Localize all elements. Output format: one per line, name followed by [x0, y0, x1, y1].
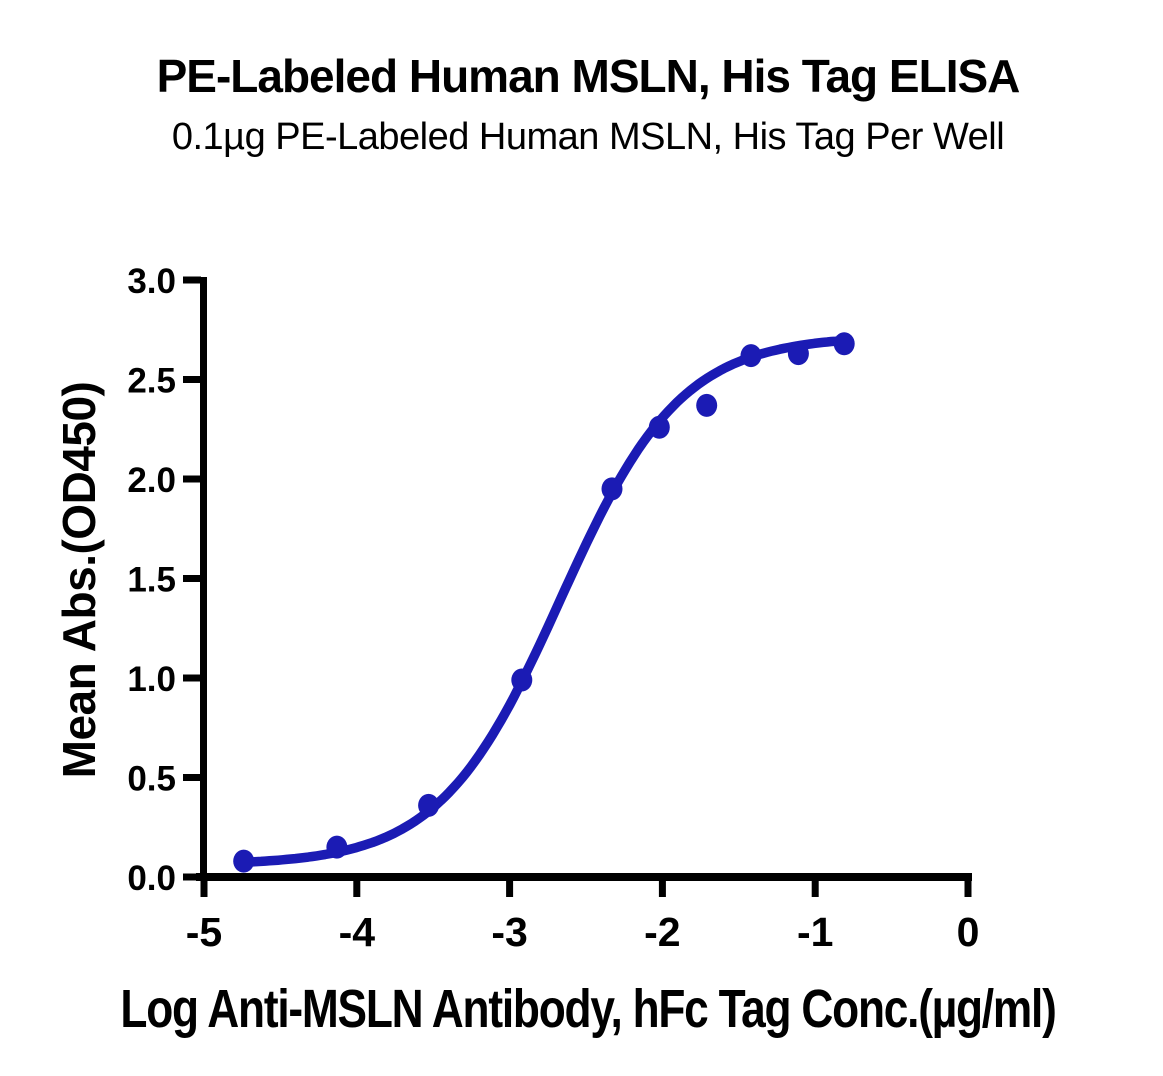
y-axis-tick	[183, 674, 201, 682]
x-axis-title: Log Anti-MSLN Antibody, hFc Tag Conc.(µg…	[120, 979, 1055, 1039]
x-tick-label: -1	[797, 909, 833, 955]
x-axis-line	[196, 873, 972, 881]
x-tick-label: 0	[957, 909, 980, 955]
x-axis-tick	[811, 877, 819, 897]
data-point	[696, 393, 718, 417]
x-axis-tick	[200, 877, 208, 897]
y-tick-label: 0.0	[127, 859, 176, 898]
fit-curve	[238, 335, 849, 868]
chart-title: PE-Labeled Human MSLN, His Tag ELISA	[157, 50, 1020, 102]
y-axis-tick	[183, 575, 201, 582]
data-point	[233, 849, 255, 873]
y-axis-tick	[183, 276, 201, 284]
y-tick-label: 1.5	[127, 561, 176, 600]
x-tick-label: -5	[186, 909, 222, 955]
x-axis-tick	[658, 877, 666, 897]
y-tick-label: 0.5	[127, 760, 176, 799]
data-point	[418, 793, 440, 817]
x-tick-label: -3	[491, 909, 527, 955]
data-point	[787, 342, 809, 366]
x-axis-tick	[506, 877, 514, 897]
y-tick-label: 2.5	[127, 362, 176, 401]
data-point	[326, 835, 348, 859]
y-axis-title: Mean Abs.(OD450)	[53, 382, 105, 779]
data-point	[648, 415, 670, 439]
y-axis-tick	[183, 475, 201, 483]
plot-area: 0.0 0.5 1.0 1.5 2.0 2.5 3.0 -5 -4 -3 -2 -1 0	[127, 262, 979, 955]
x-tick-label: -4	[339, 909, 376, 955]
x-tick-label: -2	[644, 909, 680, 955]
y-tick-label: 1.0	[127, 660, 176, 699]
data-point	[601, 477, 623, 501]
y-tick-label: 2.0	[127, 461, 176, 500]
y-axis-tick	[183, 376, 201, 383]
y-tick-label: 3.0	[127, 262, 176, 301]
x-axis-tick	[964, 877, 972, 897]
y-axis-line	[200, 277, 207, 881]
y-axis-tick	[183, 873, 201, 881]
chart-subtitle: 0.1µg PE-Labeled Human MSLN, His Tag Per…	[172, 116, 1004, 158]
data-point	[833, 332, 855, 356]
data-point	[511, 668, 533, 692]
data-point	[740, 344, 762, 368]
x-axis-tick	[353, 877, 361, 897]
y-axis-tick	[183, 774, 201, 781]
